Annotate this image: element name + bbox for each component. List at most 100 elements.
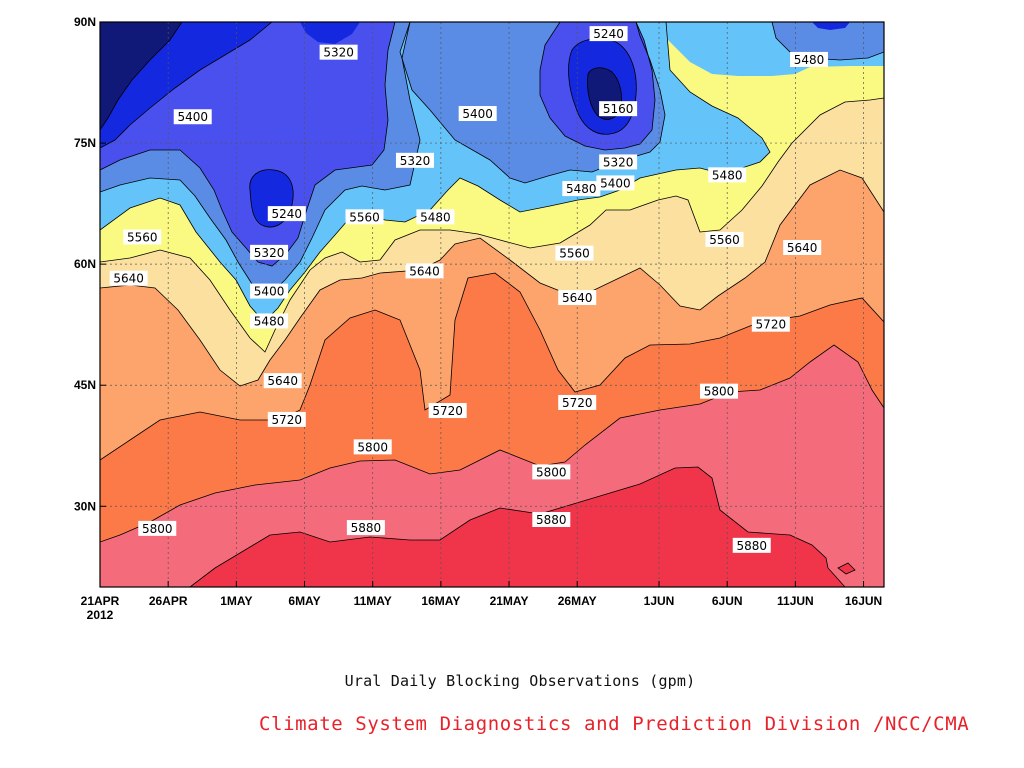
- contour-fills: [100, 22, 884, 587]
- contour-label: 5560: [345, 209, 384, 225]
- contour-label-text: 5640: [409, 264, 440, 278]
- contour-label-bg: [596, 175, 635, 191]
- fill-5160-5240-top: [300, 22, 360, 44]
- contour-label-text: 5640: [787, 241, 818, 255]
- x-tick-label: 11JUN: [777, 594, 814, 608]
- contour-label-bg: [138, 520, 177, 536]
- contour-label: 5880: [532, 512, 571, 528]
- contour-label: 5800: [138, 520, 177, 536]
- contour-label: 5800: [700, 383, 739, 399]
- contour-label-text: 5800: [536, 465, 567, 479]
- contour-label-bg: [263, 373, 302, 389]
- y-tick-label: 60N: [74, 257, 96, 271]
- contour-label-bg: [319, 44, 358, 60]
- contour-label: 5480: [708, 167, 747, 183]
- contour-label-text: 5480: [712, 168, 743, 182]
- contour-label-text: 5160: [603, 102, 634, 116]
- contour-label: 5640: [405, 263, 444, 279]
- contour-label: 5400: [458, 106, 497, 122]
- contour-label-bg: [700, 383, 739, 399]
- fill-below-5160-nw: [100, 22, 182, 130]
- contour-label-text: 5560: [349, 210, 380, 224]
- contour-label: 5880: [732, 537, 771, 553]
- contour-label-text: 5400: [177, 110, 208, 124]
- x-tick-label: 21APR: [81, 594, 120, 608]
- contour-label-text: 5720: [562, 396, 593, 410]
- contour-label: 5320: [599, 154, 638, 170]
- contour-label-text: 5320: [603, 155, 634, 169]
- x-tick-label: 26MAY: [558, 594, 597, 608]
- x-tick-label: 6JUN: [712, 594, 743, 608]
- fill-5160-5240-ne: [812, 22, 850, 30]
- contour-label: 5480: [562, 181, 601, 197]
- y-tick-label: 30N: [74, 499, 96, 513]
- contour-label-text: 5720: [756, 318, 787, 332]
- contour-label-text: 5480: [566, 182, 597, 196]
- contour-label-bg: [123, 229, 162, 245]
- contour-label-text: 5880: [736, 539, 767, 553]
- contour-label-text: 5560: [127, 231, 158, 245]
- x-tick-label: 1MAY: [220, 594, 252, 608]
- contour-label: 5400: [173, 109, 212, 125]
- contour-label-text: 5480: [794, 53, 825, 67]
- x-tick-label: 11MAY: [354, 594, 392, 608]
- contour-label: 5800: [353, 439, 392, 455]
- fill-5320-5400-ne: [772, 22, 884, 60]
- x-tick-label: 16MAY: [421, 594, 460, 608]
- plot-frame: [99, 21, 885, 588]
- contour-label-bg: [558, 290, 597, 306]
- contour-label-text: 5800: [704, 385, 735, 399]
- contour-label-bg: [250, 283, 289, 299]
- contour-label: 5640: [109, 270, 148, 286]
- contour-label-bg: [708, 167, 747, 183]
- contour-label: 5320: [319, 44, 358, 60]
- contour-label-bg: [532, 464, 571, 480]
- contour-label-text: 5320: [323, 46, 354, 60]
- contour-label-bg: [267, 411, 306, 427]
- contour-label-bg: [458, 106, 497, 122]
- contour-label: 5480: [416, 209, 455, 225]
- x-tick-label: 16JUN: [845, 594, 882, 608]
- contour-label-bg: [562, 181, 601, 197]
- contour-label-text: 5640: [562, 291, 593, 305]
- contour-label-bg: [405, 263, 444, 279]
- contour-label-bg: [555, 245, 594, 261]
- contour-label: 5560: [555, 245, 594, 261]
- contour-label-text: 5240: [593, 27, 624, 41]
- contour-label-bg: [267, 206, 306, 222]
- contour-label: 5400: [596, 175, 635, 191]
- contour-label-bg: [751, 316, 790, 332]
- contour-label-text: 5400: [462, 107, 493, 121]
- grid-lines: [100, 22, 884, 587]
- y-tick-label: 90N: [74, 15, 96, 29]
- contour-label-bg: [790, 51, 829, 67]
- contour-label-bg: [599, 154, 638, 170]
- y-tick-label: 75N: [74, 136, 96, 150]
- x-tick-label: 6MAY: [288, 594, 320, 608]
- contour-label-bg: [705, 231, 744, 247]
- contour-label: 5320: [250, 244, 289, 260]
- contour-label: 5640: [783, 240, 822, 255]
- contour-label-text: 5240: [272, 207, 303, 221]
- x-tick-label: 1JUN: [644, 594, 675, 608]
- contour-label-text: 5640: [267, 374, 298, 388]
- y-tick-label: 45N: [74, 378, 96, 392]
- contour-label: 5240: [267, 206, 306, 222]
- contour-label: 5720: [751, 316, 790, 332]
- credit-line: Climate System Diagnostics and Predictio…: [259, 713, 970, 735]
- contour-label: 5320: [395, 152, 434, 168]
- contour-label-text: 5400: [254, 285, 285, 299]
- contour-label-text: 5720: [272, 413, 303, 427]
- contour-label-bg: [395, 152, 434, 168]
- contour-label: 5160: [599, 101, 638, 117]
- x-tick-label: 26APR: [149, 594, 188, 608]
- contour-label-bg: [109, 270, 148, 286]
- contour-label-text: 5640: [113, 272, 144, 286]
- contour-label-bg: [346, 520, 385, 536]
- contour-labels: 5320540055605640524053205400548056405720…: [109, 26, 829, 553]
- contour-label-text: 5880: [536, 513, 567, 527]
- contour-label-text: 5320: [400, 154, 431, 168]
- contour-label-text: 5560: [559, 247, 590, 261]
- contour-label-text: 5480: [254, 314, 285, 328]
